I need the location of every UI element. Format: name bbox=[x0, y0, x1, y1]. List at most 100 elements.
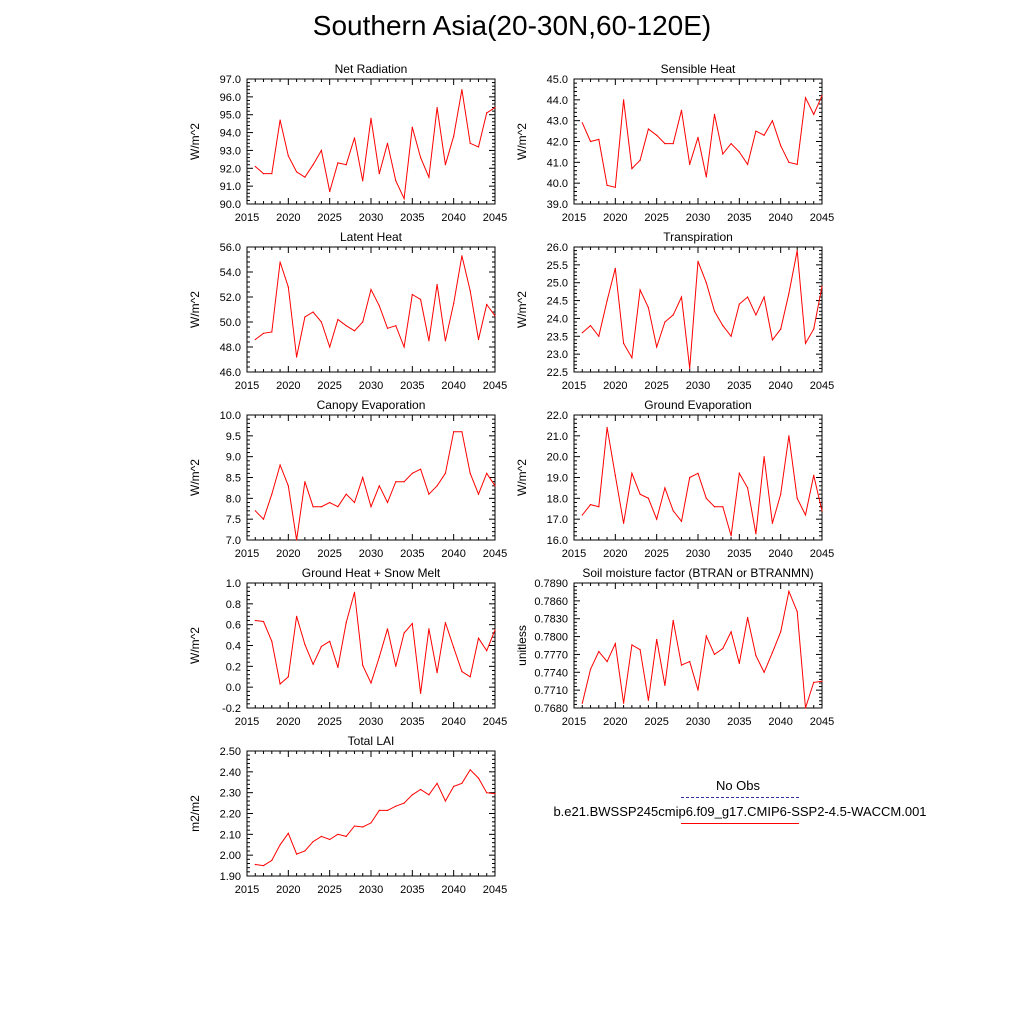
data-point bbox=[647, 699, 650, 701]
y-tick-label: 93.0 bbox=[220, 145, 241, 157]
chart-panel: 2015 2020 2025 2030 2035 2040 2045 0.7680 0.7710… bbox=[515, 566, 834, 728]
data-point bbox=[395, 805, 397, 807]
y-tick-label: 10.0 bbox=[220, 410, 241, 422]
data-point bbox=[378, 305, 380, 307]
data-point bbox=[730, 535, 732, 537]
y-tick-label: 52.0 bbox=[220, 292, 241, 304]
data-point bbox=[788, 161, 790, 163]
data-point bbox=[254, 619, 256, 622]
data-point bbox=[428, 628, 430, 630]
x-tick-label: 2040 bbox=[441, 380, 465, 392]
data-point bbox=[362, 664, 364, 666]
data-point bbox=[304, 850, 306, 852]
y-tick-label: 42.0 bbox=[547, 137, 568, 149]
data-point bbox=[320, 321, 322, 323]
x-tick-label: 2015 bbox=[235, 212, 259, 224]
data-point bbox=[444, 622, 446, 624]
data-point bbox=[589, 668, 592, 670]
plot-frame bbox=[246, 246, 496, 373]
data-point bbox=[428, 340, 430, 342]
data-point bbox=[647, 307, 650, 309]
data-point bbox=[370, 822, 372, 824]
x-tick-label: 2020 bbox=[603, 548, 627, 560]
data-point bbox=[796, 163, 798, 165]
data-point bbox=[271, 173, 273, 175]
y-tick-label: 50.0 bbox=[220, 317, 241, 329]
data-point bbox=[296, 853, 298, 855]
data-point bbox=[370, 288, 372, 291]
y-tick-label: 0.7740 bbox=[534, 667, 568, 679]
data-point bbox=[345, 622, 347, 624]
chart-panel: 2015 2020 2025 2030 2035 2040 2045 46.0 48.0 50.0… bbox=[188, 230, 507, 392]
legend-model-label: b.e21.BWSSP245cmip6.f09_g17.CMIP6-SSP2-4… bbox=[553, 804, 927, 819]
data-point bbox=[738, 662, 740, 665]
data-point bbox=[362, 826, 364, 828]
data-point bbox=[296, 539, 298, 541]
data-point bbox=[486, 472, 488, 474]
x-tick-label: 2045 bbox=[810, 380, 834, 392]
panel-title: Net Radiation bbox=[335, 62, 408, 76]
data-point bbox=[271, 493, 273, 495]
data-point bbox=[581, 702, 583, 704]
data-point bbox=[312, 164, 314, 166]
y-tick-label: 39.0 bbox=[547, 199, 568, 211]
x-tick-label: 2020 bbox=[276, 380, 300, 392]
data-point bbox=[639, 493, 641, 495]
y-axis-label: unitless bbox=[515, 625, 529, 666]
data-point bbox=[747, 163, 749, 165]
y-tick-label: 95.0 bbox=[220, 110, 241, 122]
data-point bbox=[821, 285, 823, 287]
x-tick-label: 2020 bbox=[603, 212, 627, 224]
data-point bbox=[461, 782, 463, 784]
data-point bbox=[821, 680, 823, 682]
y-tick-label: 44.0 bbox=[547, 95, 568, 107]
series-line bbox=[254, 89, 496, 201]
data-point bbox=[411, 794, 413, 796]
data-point bbox=[329, 346, 331, 348]
data-point bbox=[713, 506, 716, 508]
data-point bbox=[444, 800, 446, 802]
x-tick-label: 2025 bbox=[317, 716, 341, 728]
data-point bbox=[804, 514, 807, 516]
data-point bbox=[436, 782, 438, 784]
data-point bbox=[672, 510, 674, 512]
data-point bbox=[469, 472, 471, 474]
data-point bbox=[337, 318, 339, 321]
data-point bbox=[436, 672, 438, 674]
y-tick-label: 96.0 bbox=[220, 92, 241, 104]
data-point bbox=[738, 151, 740, 153]
data-point bbox=[486, 112, 488, 114]
y-tick-label: 54.0 bbox=[220, 267, 241, 279]
y-tick-label: 17.0 bbox=[547, 514, 568, 526]
data-point bbox=[436, 107, 438, 109]
data-point bbox=[428, 176, 430, 178]
data-point bbox=[623, 99, 625, 101]
x-tick-label: 2045 bbox=[483, 212, 507, 224]
data-point bbox=[287, 155, 289, 157]
data-point bbox=[436, 283, 438, 286]
x-tick-label: 2015 bbox=[562, 716, 586, 728]
data-point bbox=[647, 128, 650, 130]
data-point bbox=[747, 487, 749, 489]
x-tick-label: 2025 bbox=[644, 212, 668, 224]
data-point bbox=[763, 456, 765, 458]
data-point bbox=[378, 173, 380, 175]
data-point bbox=[262, 518, 265, 520]
data-point bbox=[287, 286, 289, 288]
data-point bbox=[788, 590, 790, 592]
x-tick-label: 2025 bbox=[644, 548, 668, 560]
panel-title: Canopy Evaporation bbox=[317, 398, 426, 412]
x-tick-label: 2045 bbox=[483, 380, 507, 392]
y-tick-label: 43.0 bbox=[547, 116, 568, 128]
data-point bbox=[581, 514, 583, 516]
data-point bbox=[763, 134, 765, 136]
data-point bbox=[403, 481, 405, 483]
data-point bbox=[304, 643, 306, 646]
data-point bbox=[395, 665, 397, 667]
y-tick-label: 23.0 bbox=[547, 349, 568, 361]
data-point bbox=[589, 504, 592, 506]
data-point bbox=[581, 122, 583, 124]
data-point bbox=[664, 487, 666, 489]
x-tick-label: 2025 bbox=[317, 380, 341, 392]
data-point bbox=[639, 159, 641, 161]
